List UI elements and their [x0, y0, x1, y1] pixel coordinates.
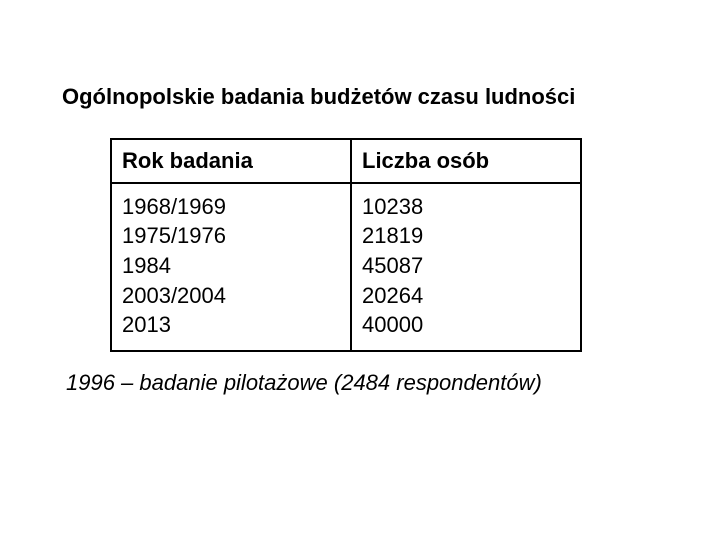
cell-value: 1968/1969: [122, 192, 338, 222]
cell-value: 2003/2004: [122, 281, 338, 311]
slide-content: Ogólnopolskie badania budżetów czasu lud…: [0, 0, 720, 396]
footnote-text: 1996 – badanie pilotażowe (2484 responde…: [66, 370, 720, 396]
cell-counts: 10238 21819 45087 20264 40000: [351, 183, 581, 351]
page-title: Ogólnopolskie badania budżetów czasu lud…: [62, 84, 720, 110]
data-table: Rok badania Liczba osób 1968/1969 1975/1…: [110, 138, 582, 352]
cell-value: 1984: [122, 251, 338, 281]
table-row: 1968/1969 1975/1976 1984 2003/2004 2013 …: [111, 183, 581, 351]
column-header-year: Rok badania: [111, 139, 351, 183]
data-table-wrap: Rok badania Liczba osób 1968/1969 1975/1…: [110, 138, 720, 352]
cell-value: 10238: [362, 192, 568, 222]
column-header-count: Liczba osób: [351, 139, 581, 183]
cell-value: 40000: [362, 310, 568, 340]
cell-value: 1975/1976: [122, 221, 338, 251]
cell-years: 1968/1969 1975/1976 1984 2003/2004 2013: [111, 183, 351, 351]
table-header-row: Rok badania Liczba osób: [111, 139, 581, 183]
cell-value: 45087: [362, 251, 568, 281]
cell-value: 21819: [362, 221, 568, 251]
cell-value: 20264: [362, 281, 568, 311]
cell-value: 2013: [122, 310, 338, 340]
